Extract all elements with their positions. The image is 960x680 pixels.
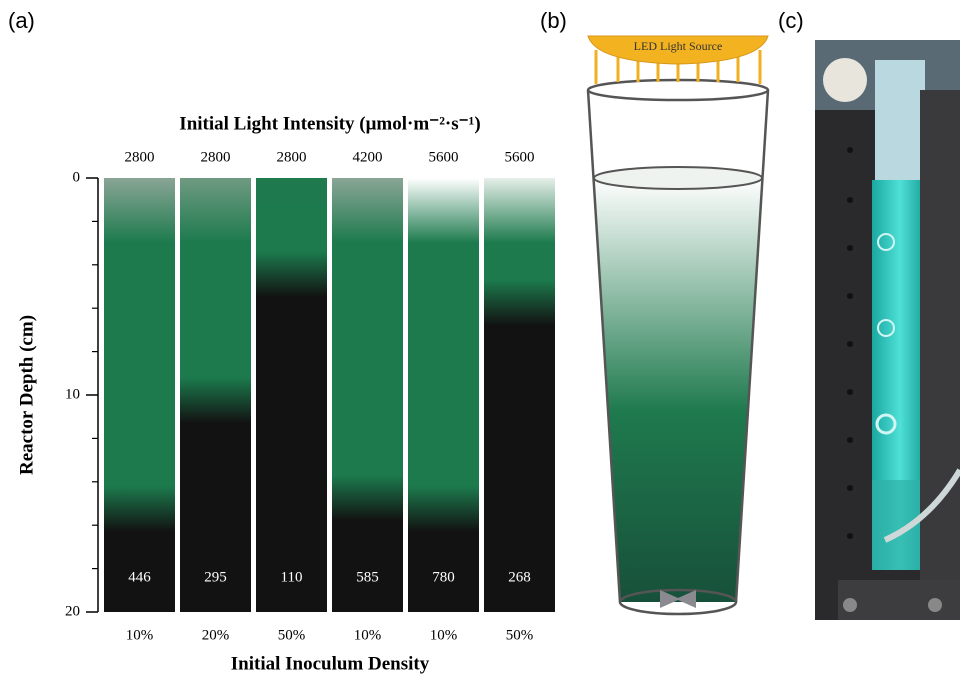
y-tick-label: 10: [65, 386, 80, 402]
liquid-surface: [593, 166, 763, 190]
panel-label: (c): [778, 8, 804, 33]
reactor-column: [180, 178, 251, 612]
led-label: LED Light Source: [634, 39, 723, 53]
light-rays: [594, 50, 762, 84]
x-tick-label: 10%: [126, 627, 154, 643]
light-intensity-label: 5600: [505, 149, 535, 165]
liquid: [594, 178, 762, 602]
vessel-rim: [586, 78, 770, 102]
x-tick-label: 10%: [430, 627, 458, 643]
value-label: 446: [128, 569, 151, 585]
value-label: 585: [356, 569, 379, 585]
value-label: 268: [508, 569, 531, 585]
x-tick-label: 10%: [354, 627, 382, 643]
value-label: 110: [281, 569, 303, 585]
vessel-wall: [586, 89, 770, 603]
reactor-column: [256, 178, 327, 612]
y-axis-label: Reactor Depth (cm): [16, 315, 37, 475]
y-tick-label: 20: [65, 603, 80, 619]
x-tick-label: 20%: [202, 627, 230, 643]
light-intensity-label: 2800: [125, 149, 155, 165]
light-intensity-label: 2800: [201, 149, 231, 165]
reactor-column: [332, 178, 403, 612]
led-source: [587, 35, 769, 65]
x-axis-label: Initial Inoculum Density: [231, 653, 430, 674]
reactor-column: [408, 178, 479, 612]
x-tick-label: 50%: [506, 627, 534, 643]
vessel-base: [618, 588, 738, 616]
stir-bar: [660, 590, 696, 608]
value-label: 295: [204, 569, 227, 585]
panel-label: (a): [8, 8, 35, 33]
light-intensity-label: 5600: [429, 149, 459, 165]
reactor-column: [484, 178, 555, 612]
chart-title: Initial Light Intensity (μmol·m⁻²·s⁻¹): [179, 113, 480, 134]
panel-label: (b): [540, 8, 567, 33]
light-intensity-label: 2800: [277, 149, 307, 165]
light-intensity-label: 4200: [353, 149, 383, 165]
value-label: 780: [432, 569, 455, 585]
reactor-diagram: LED Light Source: [586, 35, 770, 616]
y-tick-label: 0: [73, 169, 81, 185]
reactor-photo: [815, 40, 960, 620]
reactor-column: [104, 178, 175, 612]
x-tick-label: 50%: [278, 627, 306, 643]
